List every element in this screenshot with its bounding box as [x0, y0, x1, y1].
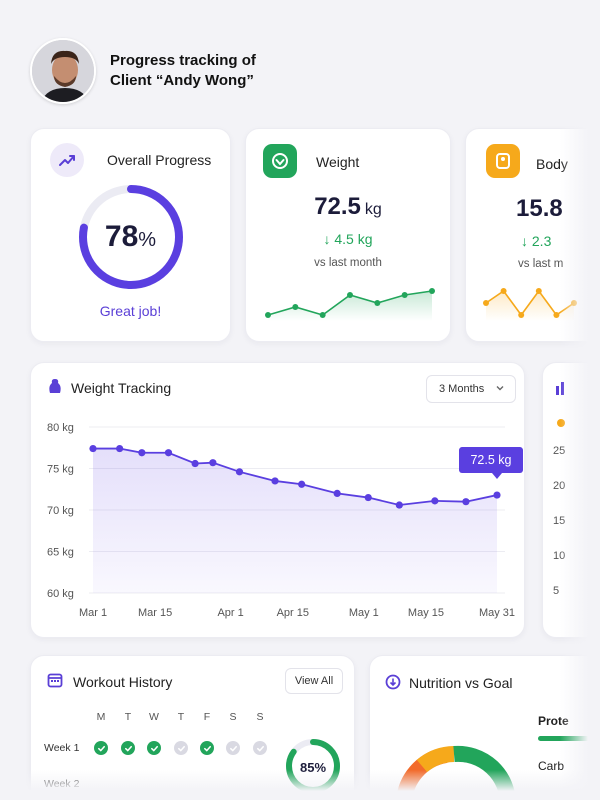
y-tick-label: 65 kg — [47, 547, 74, 559]
trend-up-icon — [50, 143, 84, 177]
sparkline-point — [429, 288, 435, 294]
week-label: Week 1 — [44, 742, 80, 754]
x-tick-label: Mar 1 — [79, 607, 107, 619]
weight-point — [89, 444, 97, 453]
weight-line-chart: 80 kg 75 kg 70 kg 65 kg 60 kg Mar 1 Mar 15 Apr … — [47, 422, 523, 619]
sparkline-point — [319, 312, 326, 318]
sparkline-line — [485, 289, 575, 317]
weight-point — [271, 477, 279, 485]
weight-point — [191, 459, 199, 468]
weight-delta: ↓ 4.5 kg — [323, 231, 373, 247]
x-tick-label: May 1 — [349, 607, 379, 619]
weight-point — [298, 480, 306, 488]
weight-point — [235, 468, 244, 476]
check-icon[interactable] — [121, 741, 135, 755]
x-tick-label: May 15 — [408, 607, 444, 619]
weight-point — [493, 491, 501, 499]
progress-caption: Great job! — [99, 303, 162, 319]
nutrition-title: Nutrition vs Goal — [409, 675, 513, 691]
x-tick-label: Mar 15 — [138, 607, 172, 619]
y-tick-label: 70 kg — [47, 505, 74, 517]
range-dropdown-label: 3 Months — [439, 383, 485, 395]
body-fat-title: Body — [536, 156, 568, 172]
workout-history-title: Workout History — [73, 674, 173, 690]
tooltip-label: 72.5 kg — [470, 453, 511, 467]
client-header: Progress tracking of Client “Andy Wong” — [30, 38, 256, 104]
sparkline-point — [401, 292, 408, 298]
skipped-icon[interactable] — [226, 741, 240, 755]
sparkline-area — [486, 291, 574, 321]
day-header: S — [229, 711, 237, 723]
weight-tracking-card: Weight Tracking 3 Months 80 kg 75 kg 70 kg… — [30, 362, 525, 638]
progress-percent: 78% — [104, 220, 157, 253]
x-tick-label: Apr 1 — [217, 607, 243, 619]
sparkline-point — [518, 312, 525, 318]
nutrition-item-carb: Carb — [538, 759, 565, 773]
chevron-down-icon — [495, 383, 505, 396]
weight-value: 72.5 kg — [314, 193, 382, 220]
body-fat-icon — [486, 144, 520, 178]
body-fat-value: 15.8 — [516, 195, 563, 222]
sparkline-point — [374, 300, 381, 306]
day-header: W — [149, 711, 159, 723]
weight-point — [116, 444, 124, 453]
sparkline-point — [265, 312, 271, 318]
body-fat-delta: ↓ 2.3 — [521, 233, 552, 249]
skipped-icon[interactable] — [174, 741, 188, 755]
weight-point — [164, 449, 173, 457]
overall-progress-card[interactable]: Overall Progress 78% Great job! — [30, 128, 231, 342]
sparkline-point — [292, 304, 299, 310]
side-y-tick: 5 — [553, 585, 560, 597]
check-icon[interactable] — [200, 741, 214, 755]
day-header: F — [203, 711, 211, 723]
weight-point — [333, 489, 341, 497]
weight-tracking-title: Weight Tracking — [71, 380, 172, 396]
weight-point — [431, 497, 439, 505]
edge-fade-bottom — [0, 770, 600, 800]
x-tick-label: May 31 — [479, 607, 515, 619]
y-tick-label: 60 kg — [47, 588, 74, 600]
sparkline-point — [535, 288, 542, 294]
weight-title: Weight — [316, 154, 360, 170]
skipped-icon[interactable] — [253, 741, 267, 755]
page-title: Progress tracking of Client “Andy Wong” — [110, 52, 256, 89]
nutrition-icon — [385, 674, 401, 695]
weight-point — [395, 501, 403, 509]
value-tooltip — [459, 447, 523, 474]
progress-ring — [79, 185, 183, 289]
edge-fade-right — [560, 0, 600, 800]
client-avatar[interactable] — [30, 38, 96, 104]
weight-point — [209, 459, 217, 467]
weight-point — [364, 493, 372, 502]
weight-delta-caption: vs last month — [314, 257, 382, 269]
weight-point — [462, 498, 470, 506]
weight-area — [93, 448, 497, 593]
check-icon[interactable] — [147, 741, 161, 755]
y-tick-label: 75 kg — [47, 464, 74, 476]
weight-card[interactable]: Weight 72.5 kg ↓ 4.5 kg vs last month — [245, 128, 451, 342]
day-header: T — [124, 711, 132, 723]
body-fat-caption: vs last m — [518, 258, 564, 270]
sparkline-area — [268, 291, 432, 321]
sparkline-point — [347, 292, 353, 298]
day-header: S — [256, 711, 264, 723]
x-tick-label: Apr 15 — [277, 607, 309, 619]
overall-progress-title: Overall Progress — [107, 152, 212, 168]
day-header: M — [96, 711, 106, 723]
sparkline-point — [553, 312, 560, 318]
y-tick-label: 80 kg — [47, 422, 74, 434]
calendar-icon — [47, 672, 63, 693]
range-dropdown[interactable]: 3 Months — [426, 375, 516, 403]
scale-icon — [263, 144, 297, 178]
weight-point — [138, 449, 146, 457]
weight-sparkline — [265, 288, 435, 321]
check-icon[interactable] — [94, 741, 108, 755]
weight-icon — [46, 377, 64, 400]
sparkline-point — [500, 288, 507, 294]
tooltip-pointer — [492, 473, 502, 480]
day-header: T — [177, 711, 185, 723]
sparkline-point — [483, 300, 489, 306]
view-all-button[interactable]: View All — [285, 668, 343, 694]
